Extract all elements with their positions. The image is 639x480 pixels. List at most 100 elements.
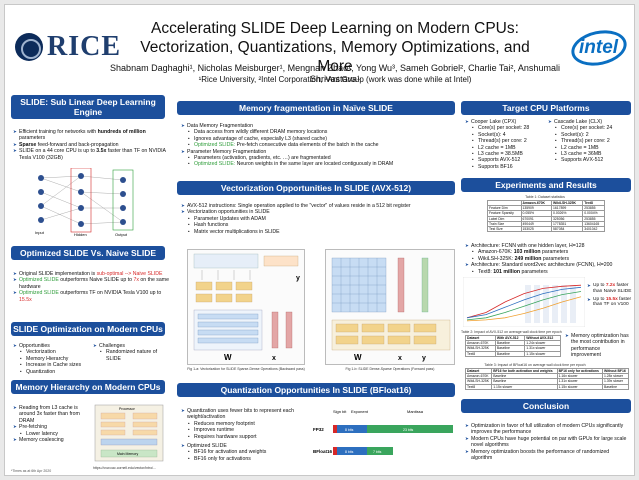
section-mem-frag-header: Memory fragmentation in Naïve SLIDE (177, 101, 455, 115)
fig-1a-caption: Fig 1-a: Vectorization for SLIDE Sparse-… (187, 367, 305, 371)
fig-1b-graphic: W x y (331, 257, 451, 362)
section-vec-header: Vectorization Opportunities In SLIDE (AV… (177, 181, 455, 195)
table-cell: WikiLSH-325K (464, 378, 493, 385)
list-item: Modern CPUs have huge potential on par w… (465, 436, 631, 449)
table-cell: Text8 (464, 383, 493, 390)
list-item: L2 cache = 1MB (465, 145, 547, 152)
table-row: Test Size 153025 587084 3401042 (487, 225, 605, 233)
mem-frag-bullets: Data Memory Fragmentation Data access fr… (181, 123, 457, 168)
table-cell: 1.39x slower (601, 378, 630, 385)
list-item: Quantization uses fewer bits to represen… (181, 408, 311, 421)
dataset-stats-table: Amazon-670K WikiLSH-325K Text8 Feature Dim 1… (487, 199, 605, 233)
table-cell: 3401042 (582, 225, 605, 233)
clx-list: Cascade Lake (CLX) Core(s) per socket: 2… (548, 119, 630, 164)
table-cell: 13604165 (582, 220, 605, 228)
section-platforms-header: Target CPU Platforms (461, 101, 631, 115)
list-item: Hash functions (181, 222, 457, 229)
list-item: Vectorization (13, 349, 93, 356)
list-item: BF16 only for activations (181, 456, 311, 463)
list-item: Reduces memory footprint (181, 421, 311, 428)
list-item: Optimized SLIDE: Pre-fetch consecutive d… (181, 142, 457, 149)
main-memory-label: Main Memory (117, 452, 138, 456)
list-item: Quantization (13, 369, 93, 376)
table-row: Amazon-670K Baseline 1.24x slower (465, 340, 561, 347)
list-item: Cooper Lake (CPX) (465, 119, 547, 126)
list-item: Socket(s): 2 (548, 132, 630, 139)
list-item: Opportunities (13, 343, 93, 350)
fig-1b-caption: Fig 1-b: SLIDE Dense-Sparse Operations (… (345, 367, 435, 371)
list-item: Challenges (93, 343, 167, 350)
table-cell: 153025 (520, 225, 553, 233)
list-item: Parameter Updates with ADAM (181, 216, 457, 223)
section-quant-header: Quantization Opportunities In SLIDE (BFl… (177, 383, 455, 397)
section-conclusion-header: Conclusion (461, 399, 631, 413)
chart-background-bar (570, 285, 576, 323)
chart-background-bar (561, 285, 567, 323)
bf16-mant-bits: 7 bits (373, 450, 382, 454)
rice-logo-text: RICE (47, 31, 122, 62)
list-item: Core(s) per socket: 28 (465, 125, 547, 132)
section-experiments-header: Experiments and Results (461, 178, 631, 192)
table-row: WikiLSH-325K Baseline 1.31x slower 1.39x sl… (464, 378, 630, 385)
list-item: Thread(s) per core: 2 (465, 138, 547, 145)
chart-series-line (466, 296, 582, 322)
slide-network-diagram: Input Hidden Output (35, 168, 134, 237)
list-item: Cascade Lake (CLX) (548, 119, 630, 126)
table-cell: Feature Sparsity (487, 210, 522, 217)
footnote: *Times as at 6th Apr 2020 (11, 469, 52, 473)
list-item: Pre-fetching (13, 424, 85, 431)
bf16-label: BFloat16 (313, 449, 333, 454)
list-item: Memory optimization has the most contrib… (565, 333, 631, 359)
table-cell: Baseline (494, 350, 526, 357)
list-item: Amazon-670K: 103 million parameters (465, 249, 633, 256)
list-item: L2 cache = 1MB (548, 145, 630, 152)
authors: Shabnam Daghaghi¹, Nicholas Meisburger¹,… (110, 63, 560, 84)
list-item: Supports AVX-512 (548, 157, 630, 164)
table-cell: 587084 (551, 225, 584, 233)
table3-caption: Table 3: Impact of BFloat16 on average w… (484, 363, 586, 367)
table-header-row: Dataset With AVX-512 Without AVX-512 (465, 334, 561, 342)
bfloat16-diagram: Sign bit Exponent Mantissa FP32 8 bits 2… (313, 409, 453, 455)
list-item: Lower latency (13, 431, 85, 438)
fp32-label: FP32 (313, 427, 324, 432)
affiliations: ¹Rice University, ²Intel Corporation, ³A… (198, 75, 472, 84)
exponent-label: Exponent (351, 409, 369, 414)
processor-label: Processor (119, 407, 136, 411)
list-item: Efficient training for networks with hun… (13, 129, 167, 142)
table-cell: With AVX-512 (494, 334, 526, 342)
poster: RICE Accelerating SLIDE Deep Learning on… (4, 4, 635, 476)
table-cell: 253855 (582, 215, 605, 222)
table-cell: 1.24x slower (524, 340, 561, 347)
vectorization-figure-a: W x y (187, 249, 305, 365)
table-cell: 1.15x slower (556, 383, 603, 390)
table-row: Text8 1.15x slower 1.15x slower Baseline (464, 383, 630, 390)
fig-1a-w-label: W (224, 353, 232, 362)
list-item: Optimized SLIDE outperforms TF on NVIDIA… (13, 290, 169, 303)
section-opt-modern-header: SLIDE Optimization on Modern CPUs (11, 322, 165, 336)
list-item: L3 cache = 36MB (548, 151, 630, 158)
fp32-exp-bits: 8 bits (345, 428, 354, 432)
table-cell: Label Dim (487, 215, 522, 222)
rice-seal-icon (15, 33, 43, 61)
list-item: Ignores advantage of cache, especially L… (181, 136, 457, 143)
experiments-bullets: Architecture: FCNN with one hidden layer… (465, 243, 633, 275)
table-cell: Without AVX-512 (524, 334, 561, 342)
table-cell: Dataset (464, 367, 493, 375)
list-item: Thread(s) per core: 2 (548, 138, 630, 145)
list-item: Memory optimization boosts the performan… (465, 449, 631, 462)
list-item: Requires hardware support (181, 434, 311, 441)
table-cell: BF16 for both activation and weights (491, 367, 558, 375)
fig-1b-y-label: y (422, 355, 426, 362)
poster-title: Accelerating SLIDE Deep Learning on Mode… (125, 19, 545, 76)
vec-bullets: AVX-512 instructions: Single operation a… (181, 203, 457, 235)
table-cell: Text8 (465, 350, 496, 357)
challenges-list: Challenges Randomized nature of SLIDE (93, 343, 167, 362)
table-row: Feature Dim 135909 1617899 253855 (487, 205, 605, 212)
intel-logo: intel (568, 25, 630, 71)
table-cell: 1.28x slower (601, 373, 630, 380)
list-item: Optimization in favor of full utilizatio… (465, 423, 631, 436)
table-header-row: Amazon-670K WikiLSH-325K Text8 (487, 199, 605, 207)
list-item: Data Memory Fragmentation (181, 123, 457, 130)
table-cell: 253855 (582, 205, 605, 212)
list-item: Architecture: FCNN with one hidden layer… (465, 243, 633, 250)
